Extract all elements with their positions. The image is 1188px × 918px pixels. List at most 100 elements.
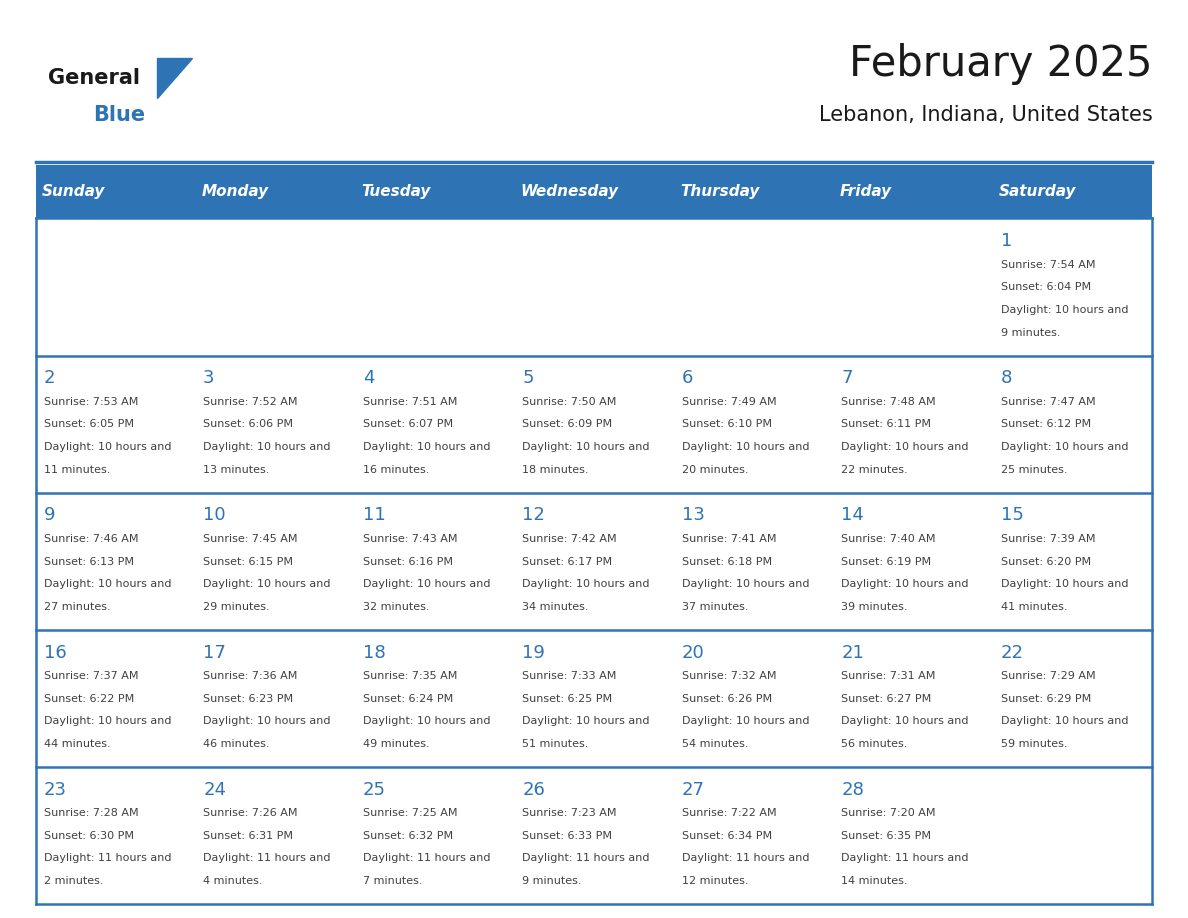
Text: Daylight: 10 hours and: Daylight: 10 hours and — [1000, 579, 1129, 589]
Text: Sunrise: 7:23 AM: Sunrise: 7:23 AM — [523, 808, 617, 818]
Text: Sunrise: 7:29 AM: Sunrise: 7:29 AM — [1000, 671, 1095, 681]
Text: Daylight: 10 hours and: Daylight: 10 hours and — [682, 579, 809, 589]
Text: Sunset: 6:05 PM: Sunset: 6:05 PM — [44, 420, 133, 430]
Text: Sunrise: 7:48 AM: Sunrise: 7:48 AM — [841, 397, 936, 407]
Text: 2: 2 — [44, 369, 55, 387]
Text: Sunrise: 7:46 AM: Sunrise: 7:46 AM — [44, 534, 138, 544]
Text: Sunrise: 7:20 AM: Sunrise: 7:20 AM — [841, 808, 936, 818]
Text: 39 minutes.: 39 minutes. — [841, 602, 908, 611]
Text: Sunset: 6:24 PM: Sunset: 6:24 PM — [362, 694, 453, 704]
Text: Sunset: 6:32 PM: Sunset: 6:32 PM — [362, 831, 453, 841]
Text: Sunrise: 7:22 AM: Sunrise: 7:22 AM — [682, 808, 777, 818]
Text: Monday: Monday — [202, 185, 268, 199]
Text: Daylight: 10 hours and: Daylight: 10 hours and — [523, 442, 650, 452]
Text: 18: 18 — [362, 644, 385, 662]
Text: Sunset: 6:15 PM: Sunset: 6:15 PM — [203, 556, 293, 566]
Text: 32 minutes.: 32 minutes. — [362, 602, 429, 611]
Text: 21: 21 — [841, 644, 864, 662]
Text: Daylight: 11 hours and: Daylight: 11 hours and — [841, 854, 968, 864]
Text: 5: 5 — [523, 369, 533, 387]
Text: Sunset: 6:23 PM: Sunset: 6:23 PM — [203, 694, 293, 704]
Text: 12 minutes.: 12 minutes. — [682, 876, 748, 886]
Text: Sunrise: 7:43 AM: Sunrise: 7:43 AM — [362, 534, 457, 544]
Text: Lebanon, Indiana, United States: Lebanon, Indiana, United States — [819, 105, 1152, 125]
Text: 12: 12 — [523, 507, 545, 524]
Text: Sunrise: 7:54 AM: Sunrise: 7:54 AM — [1000, 260, 1095, 270]
Text: 37 minutes.: 37 minutes. — [682, 602, 748, 611]
Text: February 2025: February 2025 — [849, 43, 1152, 85]
Text: Sunset: 6:25 PM: Sunset: 6:25 PM — [523, 694, 612, 704]
Text: Saturday: Saturday — [999, 185, 1076, 199]
Text: 10: 10 — [203, 507, 226, 524]
Bar — [36, 355, 1152, 493]
Text: Sunset: 6:17 PM: Sunset: 6:17 PM — [523, 556, 612, 566]
Text: 14: 14 — [841, 507, 864, 524]
Text: 51 minutes.: 51 minutes. — [523, 739, 588, 749]
Text: Daylight: 10 hours and: Daylight: 10 hours and — [682, 442, 809, 452]
Text: Daylight: 10 hours and: Daylight: 10 hours and — [841, 716, 968, 726]
Text: 20: 20 — [682, 644, 704, 662]
Text: Daylight: 10 hours and: Daylight: 10 hours and — [44, 442, 171, 452]
Text: 17: 17 — [203, 644, 226, 662]
Text: Sunset: 6:12 PM: Sunset: 6:12 PM — [1000, 420, 1091, 430]
Text: 29 minutes.: 29 minutes. — [203, 602, 270, 611]
Text: Sunset: 6:20 PM: Sunset: 6:20 PM — [1000, 556, 1091, 566]
Text: Daylight: 10 hours and: Daylight: 10 hours and — [1000, 305, 1129, 315]
Text: 46 minutes.: 46 minutes. — [203, 739, 270, 749]
Text: Daylight: 11 hours and: Daylight: 11 hours and — [362, 854, 491, 864]
Text: Sunrise: 7:50 AM: Sunrise: 7:50 AM — [523, 397, 617, 407]
Text: 16 minutes.: 16 minutes. — [362, 465, 429, 475]
Text: Sunset: 6:07 PM: Sunset: 6:07 PM — [362, 420, 453, 430]
Text: Sunset: 6:22 PM: Sunset: 6:22 PM — [44, 694, 134, 704]
Bar — [36, 630, 1152, 767]
Text: 27 minutes.: 27 minutes. — [44, 602, 110, 611]
Text: 11: 11 — [362, 507, 385, 524]
Text: Sunrise: 7:36 AM: Sunrise: 7:36 AM — [203, 671, 297, 681]
Text: 16: 16 — [44, 644, 67, 662]
Text: Sunset: 6:30 PM: Sunset: 6:30 PM — [44, 831, 133, 841]
Text: Sunset: 6:11 PM: Sunset: 6:11 PM — [841, 420, 931, 430]
Text: 56 minutes.: 56 minutes. — [841, 739, 908, 749]
Text: Sunrise: 7:37 AM: Sunrise: 7:37 AM — [44, 671, 138, 681]
Text: Sunrise: 7:39 AM: Sunrise: 7:39 AM — [1000, 534, 1095, 544]
Text: Sunrise: 7:45 AM: Sunrise: 7:45 AM — [203, 534, 298, 544]
Text: Sunset: 6:18 PM: Sunset: 6:18 PM — [682, 556, 772, 566]
Text: Daylight: 11 hours and: Daylight: 11 hours and — [682, 854, 809, 864]
Text: Daylight: 11 hours and: Daylight: 11 hours and — [523, 854, 650, 864]
Text: Sunset: 6:31 PM: Sunset: 6:31 PM — [203, 831, 293, 841]
Text: 19: 19 — [523, 644, 545, 662]
Text: 3: 3 — [203, 369, 215, 387]
Text: 7 minutes.: 7 minutes. — [362, 876, 422, 886]
Text: 18 minutes.: 18 minutes. — [523, 465, 589, 475]
Text: 15: 15 — [1000, 507, 1024, 524]
Text: 49 minutes.: 49 minutes. — [362, 739, 429, 749]
Text: Daylight: 10 hours and: Daylight: 10 hours and — [1000, 716, 1129, 726]
Text: Sunday: Sunday — [42, 185, 106, 199]
Text: Daylight: 10 hours and: Daylight: 10 hours and — [523, 716, 650, 726]
Text: 22: 22 — [1000, 644, 1024, 662]
Text: 25: 25 — [362, 781, 386, 799]
Text: 26: 26 — [523, 781, 545, 799]
Text: 54 minutes.: 54 minutes. — [682, 739, 748, 749]
Text: 13 minutes.: 13 minutes. — [203, 465, 270, 475]
Text: 28: 28 — [841, 781, 864, 799]
Text: Sunset: 6:34 PM: Sunset: 6:34 PM — [682, 831, 772, 841]
Text: Daylight: 10 hours and: Daylight: 10 hours and — [523, 579, 650, 589]
Text: Daylight: 10 hours and: Daylight: 10 hours and — [203, 442, 330, 452]
Text: Daylight: 10 hours and: Daylight: 10 hours and — [44, 579, 171, 589]
Text: Daylight: 10 hours and: Daylight: 10 hours and — [203, 716, 330, 726]
Text: Sunrise: 7:41 AM: Sunrise: 7:41 AM — [682, 534, 776, 544]
Text: Sunrise: 7:28 AM: Sunrise: 7:28 AM — [44, 808, 138, 818]
Text: Daylight: 10 hours and: Daylight: 10 hours and — [841, 442, 968, 452]
Text: Sunrise: 7:26 AM: Sunrise: 7:26 AM — [203, 808, 298, 818]
Text: Blue: Blue — [93, 105, 145, 125]
Text: 2 minutes.: 2 minutes. — [44, 876, 103, 886]
Text: Sunrise: 7:32 AM: Sunrise: 7:32 AM — [682, 671, 776, 681]
Text: Thursday: Thursday — [681, 185, 759, 199]
Text: Sunrise: 7:47 AM: Sunrise: 7:47 AM — [1000, 397, 1095, 407]
Text: 6: 6 — [682, 369, 693, 387]
Text: Sunset: 6:27 PM: Sunset: 6:27 PM — [841, 694, 931, 704]
Text: Sunrise: 7:35 AM: Sunrise: 7:35 AM — [362, 671, 457, 681]
Text: 20 minutes.: 20 minutes. — [682, 465, 748, 475]
Text: 11 minutes.: 11 minutes. — [44, 465, 110, 475]
